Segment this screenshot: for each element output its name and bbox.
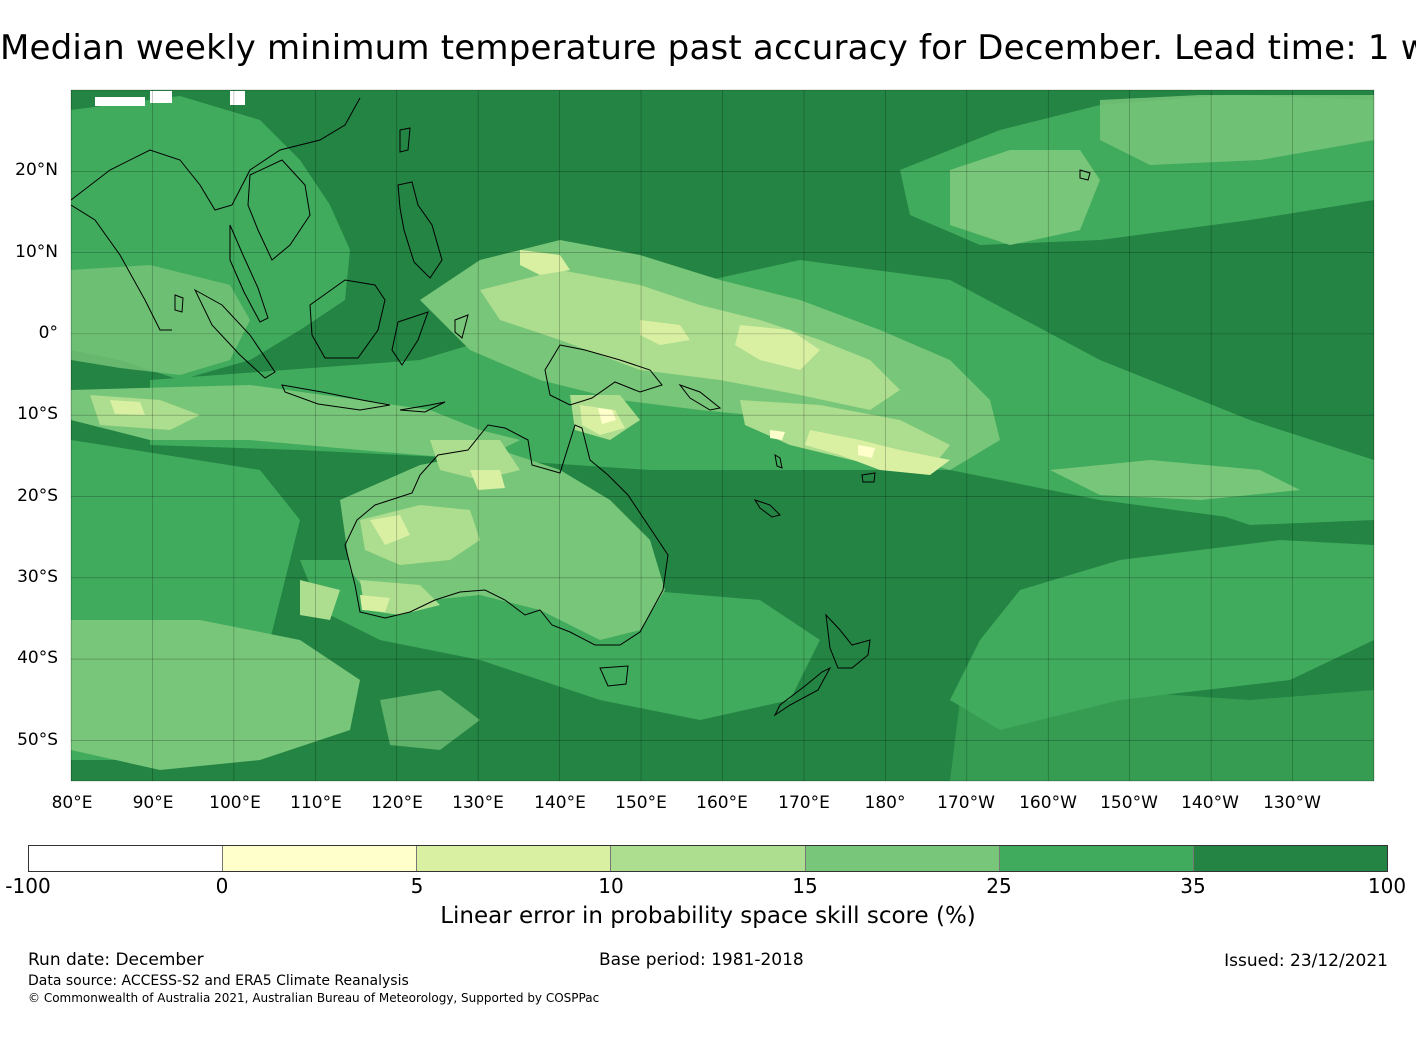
colorbar-segment <box>805 846 1000 871</box>
coastline-java <box>281 384 391 411</box>
coastline-new-guinea <box>544 344 663 406</box>
data-source: Data source: ACCESS-S2 and ERA5 Climate … <box>28 973 409 989</box>
lat-tick-label: 50°S <box>17 730 58 750</box>
coastline-vanuatu <box>774 454 783 469</box>
colorbar-segment <box>999 846 1194 871</box>
colorbar-segment <box>223 846 418 871</box>
coastline-sri-lanka <box>174 294 184 313</box>
colorbar-segment <box>611 846 806 871</box>
lon-tick-label: 100°E <box>209 793 261 813</box>
lon-tick-label: 140°E <box>534 793 586 813</box>
lon-tick-label: 130°W <box>1263 793 1321 813</box>
lon-tick-label: 90°E <box>132 793 174 813</box>
coastline-nz-south <box>773 666 832 717</box>
colorbar-tick-label: 35 <box>1180 874 1206 898</box>
lat-tick-label: 10°S <box>17 404 58 424</box>
colorbar-tick-label: 25 <box>986 874 1012 898</box>
lon-tick-label: 140°W <box>1181 793 1239 813</box>
lon-tick-label: 150°E <box>615 793 667 813</box>
colorbar-tick-label: 15 <box>792 874 818 898</box>
coastline-india <box>71 204 172 331</box>
colorbar <box>28 845 1388 872</box>
coastline-australia <box>344 424 669 646</box>
skill-score-map <box>70 89 1375 782</box>
lon-tick-label: 160°E <box>696 793 748 813</box>
lon-tick-label: 170°E <box>778 793 830 813</box>
colorbar-tick-label: -100 <box>5 874 51 898</box>
coastline-philippines <box>397 181 443 279</box>
colorbar-tick-label: 10 <box>598 874 624 898</box>
score-region-below-0 <box>95 91 245 106</box>
lat-tick-label: 40°S <box>17 648 58 668</box>
colorbar-tick-label: 5 <box>410 874 424 898</box>
lon-tick-label: 150°W <box>1100 793 1158 813</box>
score-region-5-10 <box>110 250 950 612</box>
coastline-borneo <box>309 279 386 359</box>
coastline-nz-north <box>825 613 871 669</box>
coastline-halmahera <box>454 314 469 339</box>
coastline-taiwan <box>399 127 411 153</box>
map-gridlines <box>71 90 1374 781</box>
lon-tick-label: 160°W <box>1019 793 1077 813</box>
lat-tick-label: 20°S <box>17 486 58 506</box>
coastline-sumatra <box>193 288 276 379</box>
base-period: Base period: 1981-2018 <box>599 950 804 970</box>
coastline-new-caledonia <box>753 499 781 518</box>
coastline-hawaii <box>1079 169 1091 181</box>
coastline-fiji <box>861 472 876 483</box>
coastline-asia-mainland <box>71 97 361 211</box>
colorbar-segment <box>1193 846 1387 871</box>
colorbar-segment <box>29 846 224 871</box>
colorbar-tick-label: 100 <box>1367 874 1407 898</box>
run-date: Run date: December <box>28 950 204 970</box>
score-region-0-5 <box>598 408 875 458</box>
coastline-sulawesi <box>391 311 429 366</box>
lat-tick-label: 20°N <box>15 160 58 180</box>
coastline-tasmania <box>599 665 629 687</box>
lon-tick-label: 180° <box>864 793 906 813</box>
lat-tick-label: 30°S <box>17 567 58 587</box>
lat-tick-label: 0° <box>38 323 58 343</box>
coastline-indochina <box>247 159 311 261</box>
coastline-solomon <box>678 383 722 411</box>
lon-tick-label: 120°E <box>371 793 423 813</box>
colorbar-segment <box>417 846 612 871</box>
copyright: © Commonwealth of Australia 2021, Austra… <box>28 991 600 1005</box>
coastline-malay-peninsula <box>229 224 269 323</box>
map-frame <box>70 89 1375 782</box>
coastline-timor <box>399 401 446 413</box>
lon-tick-label: 130°E <box>452 793 504 813</box>
lon-tick-label: 170°W <box>937 793 995 813</box>
lon-tick-label: 80°E <box>51 793 93 813</box>
map-title: Median weekly minimum temperature past a… <box>0 28 1416 68</box>
colorbar-tick-label: 0 <box>215 874 229 898</box>
issued-date: Issued: 23/12/2021 <box>1224 951 1388 971</box>
lat-tick-label: 10°N <box>15 242 58 262</box>
coastlines <box>71 97 1091 717</box>
lon-tick-label: 110°E <box>290 793 342 813</box>
colorbar-label: Linear error in probability space skill … <box>440 903 976 929</box>
